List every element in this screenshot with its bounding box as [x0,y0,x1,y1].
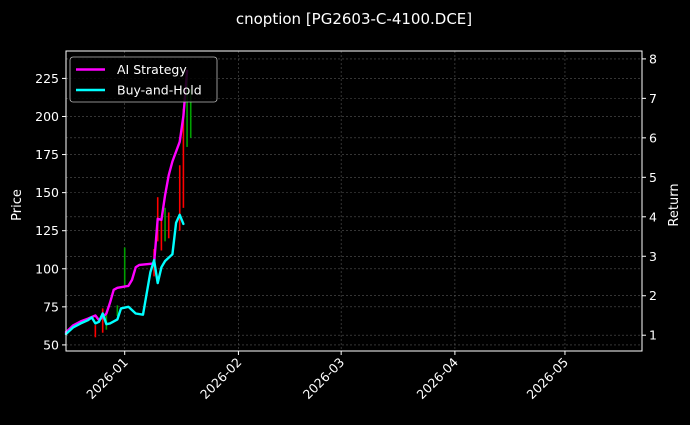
y-tick-label: 75 [43,299,59,314]
plot-frame [65,50,643,352]
y2-tick-label: 2 [649,288,657,303]
return-axis-label: Return [667,183,682,226]
y-tick-label: 100 [35,261,59,276]
y2-tick-label: 3 [649,249,657,264]
series-line-buy-and-hold [64,213,185,336]
return-axis: 1 2 3 4 5 6 7 8 [642,51,657,343]
legend-label-ai-strategy: AI Strategy [117,62,187,77]
y2-tick-label: 7 [649,91,657,106]
y2-tick-label: 6 [649,130,657,145]
y-tick-label: 200 [35,109,59,124]
y2-tick-label: 1 [649,328,657,343]
y-tick-label: 225 [35,71,59,86]
series-lines [64,69,189,336]
price-axis-label: Price [10,189,25,221]
series-line-ai-strategy [64,69,189,334]
price-axis: 50 75 100 125 150 175 200 225 [35,71,66,352]
legend-label-buy-and-hold: Buy-and-Hold [117,83,202,98]
legend: AI Strategy Buy-and-Hold [69,56,218,103]
y-tick-label: 125 [35,223,59,238]
y2-tick-label: 4 [649,209,657,224]
y-tick-label: 50 [43,337,59,352]
y-tick-label: 150 [35,185,59,200]
y2-tick-label: 8 [649,51,657,66]
chart-title: cnoption [PG2603-C-4100.DCE] [236,10,472,28]
y2-tick-label: 5 [649,170,657,185]
legend-box [69,56,218,103]
y-tick-label: 175 [35,147,59,162]
